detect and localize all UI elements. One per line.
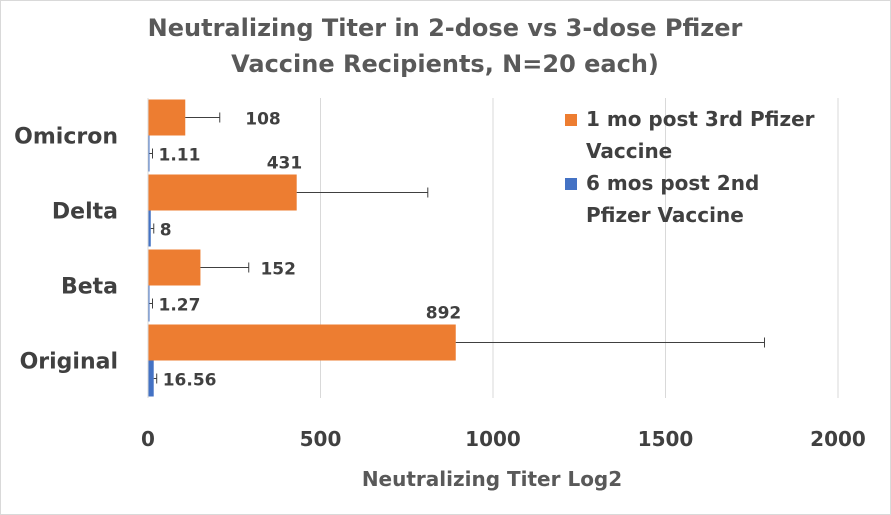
bar-series-2	[148, 135, 150, 172]
x-tick-label: 500	[300, 427, 342, 451]
data-label-series-1: 108	[245, 110, 281, 130]
chart-title-line-1: Neutralizing Titer in 2-dose vs 3-dose P…	[148, 14, 743, 42]
data-labels: 892 16.56 152 1.27 431 8 108 1.11	[159, 110, 462, 391]
bar-series-2	[148, 285, 150, 322]
data-label-series-1: 892	[426, 304, 462, 324]
legend-label: 1 mo post 3rd Pfizer	[586, 107, 815, 131]
legend-label: 6 mos post 2nd	[586, 171, 759, 195]
data-label-series-2: 1.27	[159, 296, 201, 316]
data-label-series-1: 431	[267, 154, 303, 174]
legend-label: Vaccine	[586, 139, 672, 163]
bar-series-1	[148, 174, 297, 211]
x-tick-label: 0	[141, 427, 155, 451]
data-label-series-2: 1.11	[159, 146, 201, 166]
chart-title-line-2: Vaccine Recipients, N=20 each)	[231, 50, 659, 78]
category-label: Omicron	[14, 125, 118, 150]
bar-series-2	[148, 360, 154, 397]
x-tick-label: 1500	[638, 427, 694, 451]
legend-swatch	[565, 114, 577, 126]
legend-label: Pfizer Vaccine	[586, 203, 744, 227]
bar-series-1	[148, 249, 201, 286]
data-label-series-1: 152	[260, 260, 296, 280]
bar-series-1	[148, 324, 456, 361]
axes: 0 500 1000 1500 2000 Original Beta Delta Omicron	[14, 98, 866, 451]
x-tick-label: 1000	[465, 427, 521, 451]
data-label-series-2: 8	[160, 221, 172, 241]
category-label: Original	[20, 350, 118, 375]
bars	[148, 99, 766, 397]
x-tick-label: 2000	[810, 427, 866, 451]
category-label: Beta	[61, 275, 118, 300]
bar-series-2	[148, 210, 151, 247]
legend-swatch	[565, 178, 577, 190]
bar-series-1	[148, 99, 186, 136]
x-axis-label: Neutralizing Titer Log2	[362, 467, 622, 491]
category-label: Delta	[52, 200, 118, 225]
legend: 1 mo post 3rd Pfizer Vaccine 6 mos post 2n…	[565, 107, 815, 227]
data-label-series-2: 16.56	[163, 371, 217, 391]
